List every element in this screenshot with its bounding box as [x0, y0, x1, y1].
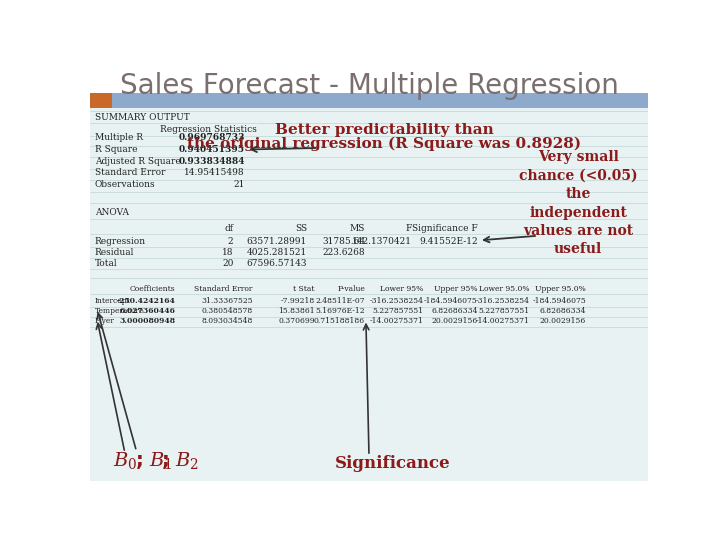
Text: ; $B_1$: ; $B_1$ — [135, 450, 173, 471]
Text: 20: 20 — [222, 259, 233, 268]
Bar — [90, 92, 112, 108]
Text: ; $B_2$: ; $B_2$ — [161, 450, 199, 471]
Text: t Stat: t Stat — [293, 285, 315, 293]
Text: 18: 18 — [222, 248, 233, 257]
Bar — [90, 92, 648, 108]
Text: Observations: Observations — [94, 180, 156, 188]
Text: SS: SS — [295, 224, 307, 233]
Text: -14.00275371: -14.00275371 — [475, 317, 529, 325]
Text: Significance F: Significance F — [412, 224, 477, 233]
Text: 63571.28991: 63571.28991 — [247, 238, 307, 246]
Text: Lower 95%: Lower 95% — [380, 285, 423, 293]
Text: 5.227857551: 5.227857551 — [372, 307, 423, 315]
Text: Total: Total — [94, 259, 117, 268]
Text: the original regression (R Square was 0.8928): the original regression (R Square was 0.… — [187, 136, 582, 151]
Text: Upper 95%: Upper 95% — [434, 285, 477, 293]
Text: 20.0029156: 20.0029156 — [431, 317, 477, 325]
Text: -316.2538254: -316.2538254 — [369, 297, 423, 305]
Text: -184.5946075: -184.5946075 — [532, 297, 586, 305]
Text: 0.715188186: 0.715188186 — [314, 317, 365, 325]
Text: 20.0029156: 20.0029156 — [540, 317, 586, 325]
Text: 142.1370421: 142.1370421 — [351, 238, 412, 246]
Text: Intercept: Intercept — [94, 297, 130, 305]
Bar — [90, 108, 648, 481]
Text: 2.48511E-07: 2.48511E-07 — [315, 297, 365, 305]
Text: Coefficients: Coefficients — [130, 285, 175, 293]
Text: R Square: R Square — [94, 145, 137, 154]
Text: Lower 95.0%: Lower 95.0% — [479, 285, 529, 293]
Text: P-value: P-value — [337, 285, 365, 293]
Text: 2: 2 — [228, 238, 233, 246]
Text: $B_0$: $B_0$ — [113, 450, 138, 471]
Text: Standard Error: Standard Error — [94, 168, 165, 177]
Text: 6.82686334: 6.82686334 — [539, 307, 586, 315]
Text: Regression Statistics: Regression Statistics — [160, 125, 256, 134]
Text: Temperature: Temperature — [94, 307, 144, 315]
Text: Flyer: Flyer — [94, 317, 114, 325]
Text: Better predictability than: Better predictability than — [275, 123, 494, 137]
Text: 14.95415498: 14.95415498 — [184, 168, 245, 177]
Text: -184.5946075: -184.5946075 — [424, 297, 477, 305]
Text: 21: 21 — [233, 180, 245, 188]
Text: -250.4242164: -250.4242164 — [117, 297, 175, 305]
Text: 0.380548578: 0.380548578 — [202, 307, 253, 315]
Text: 0.933834884: 0.933834884 — [179, 157, 245, 166]
Text: Sales Forecast - Multiple Regression: Sales Forecast - Multiple Regression — [120, 72, 618, 100]
Text: df: df — [225, 224, 233, 233]
Text: MS: MS — [350, 224, 365, 233]
Text: Standard Error: Standard Error — [194, 285, 253, 293]
Text: Regression: Regression — [94, 238, 145, 246]
Text: 0.969768733: 0.969768733 — [179, 133, 245, 143]
Text: 31785.64: 31785.64 — [322, 238, 365, 246]
Text: ANOVA: ANOVA — [94, 208, 129, 217]
Text: 0.370699: 0.370699 — [278, 317, 315, 325]
Text: 5.16976E-12: 5.16976E-12 — [315, 307, 365, 315]
Text: Very small
chance (<0.05)
the
independent
values are not
useful: Very small chance (<0.05) the independen… — [519, 151, 638, 256]
Text: Residual: Residual — [94, 248, 134, 257]
Text: 67596.57143: 67596.57143 — [246, 259, 307, 268]
Text: Adjusted R Square: Adjusted R Square — [94, 157, 181, 166]
Text: 6.82686334: 6.82686334 — [431, 307, 477, 315]
Text: Upper 95.0%: Upper 95.0% — [535, 285, 586, 293]
Text: 4025.281521: 4025.281521 — [247, 248, 307, 257]
Text: -14.00275371: -14.00275371 — [369, 317, 423, 325]
Text: -7.99218: -7.99218 — [281, 297, 315, 305]
Text: 8.093034548: 8.093034548 — [202, 317, 253, 325]
Text: Significance: Significance — [334, 455, 450, 472]
Text: Multiple R: Multiple R — [94, 133, 143, 143]
Text: 3.000080948: 3.000080948 — [120, 317, 175, 325]
Text: 31.33367525: 31.33367525 — [201, 297, 253, 305]
Text: SUMMARY OUTPUT: SUMMARY OUTPUT — [94, 113, 189, 122]
Text: 5.227857551: 5.227857551 — [478, 307, 529, 315]
Text: 15.83861: 15.83861 — [278, 307, 315, 315]
Text: 9.41552E-12: 9.41552E-12 — [419, 238, 477, 246]
Text: F: F — [405, 224, 412, 233]
Text: 0.940451395: 0.940451395 — [179, 145, 245, 154]
Text: 6.027360446: 6.027360446 — [120, 307, 175, 315]
Text: -316.2538254: -316.2538254 — [475, 297, 529, 305]
Text: 223.6268: 223.6268 — [323, 248, 365, 257]
